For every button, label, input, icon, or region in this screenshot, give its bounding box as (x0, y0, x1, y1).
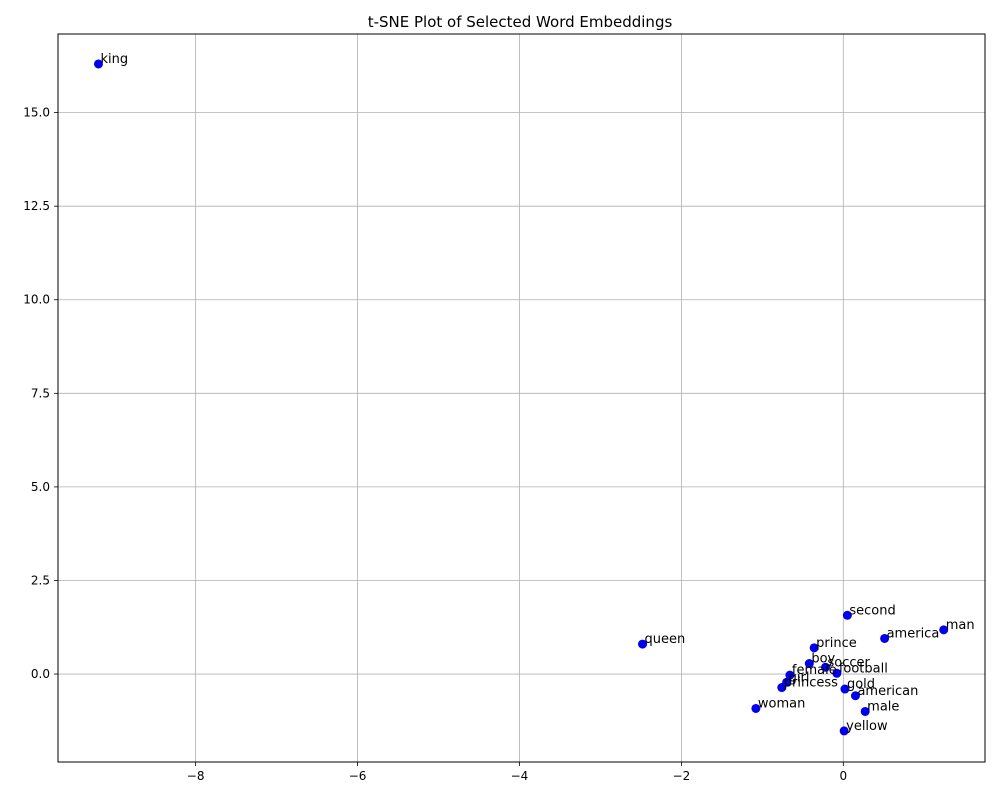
x-tick-label: −6 (349, 769, 367, 783)
data-point-male (860, 706, 870, 716)
data-point-man (939, 625, 949, 635)
point-label-princess: princess (784, 676, 838, 691)
point-label-soccer: soccer (828, 655, 871, 670)
data-point-football (832, 668, 842, 678)
data-point-female (785, 670, 795, 680)
point-label-queen: queen (645, 632, 686, 647)
y-tick-label: 12.5 (23, 199, 50, 213)
data-point-american (850, 691, 860, 701)
point-label-yellow: yellow (846, 719, 888, 734)
point-label-gold: gold (847, 677, 875, 692)
point-label-girl: girl (789, 670, 810, 685)
point-label-male: male (867, 699, 899, 714)
y-tick-label: 7.5 (31, 386, 50, 400)
point-label-american: american (857, 684, 918, 699)
point-label-football: football (839, 661, 888, 676)
point-label-america: america (887, 626, 940, 641)
y-tick-label: 10.0 (23, 293, 50, 307)
data-point-boy (804, 659, 814, 669)
point-label-man: man (946, 618, 975, 633)
point-label-prince: prince (816, 636, 857, 651)
data-point-america (880, 633, 890, 643)
axes: −8 −6 −4 −2 0 0.0 2.5 5.0 7.5 10.0 12.5 15.0 (23, 106, 847, 783)
x-tick-label: −2 (673, 769, 691, 783)
data-point-yellow (839, 726, 849, 736)
x-tick-label: −8 (187, 769, 205, 783)
data-point-prince (809, 643, 819, 653)
point-label-female: female (792, 663, 837, 678)
x-tick-label: −4 (511, 769, 529, 783)
point-labels: king queen second man america princeboysoccer… (100, 52, 974, 734)
data-point-king (93, 59, 103, 69)
x-tick-label: 0 (839, 769, 847, 783)
y-tick-label: 5.0 (31, 480, 50, 494)
plot-frame (57, 33, 986, 763)
y-tick-label: 0.0 (31, 667, 50, 681)
point-label-boy: boy (811, 652, 835, 667)
grid (58, 34, 985, 762)
data-point-queen (638, 639, 648, 649)
point-label-king: king (100, 52, 128, 67)
data-point-woman (751, 703, 761, 713)
point-label-second: second (849, 603, 895, 618)
point-label-woman: woman (758, 696, 805, 711)
data-point-princess (777, 683, 787, 693)
chart-title: t-SNE Plot of Selected Word Embeddings (368, 13, 673, 31)
data-point-gold (840, 684, 850, 694)
y-tick-label: 2.5 (31, 573, 50, 587)
y-tick-label: 15.0 (23, 106, 50, 120)
data-point-second (842, 610, 852, 620)
data-point-soccer (821, 662, 831, 672)
points (93, 59, 949, 736)
